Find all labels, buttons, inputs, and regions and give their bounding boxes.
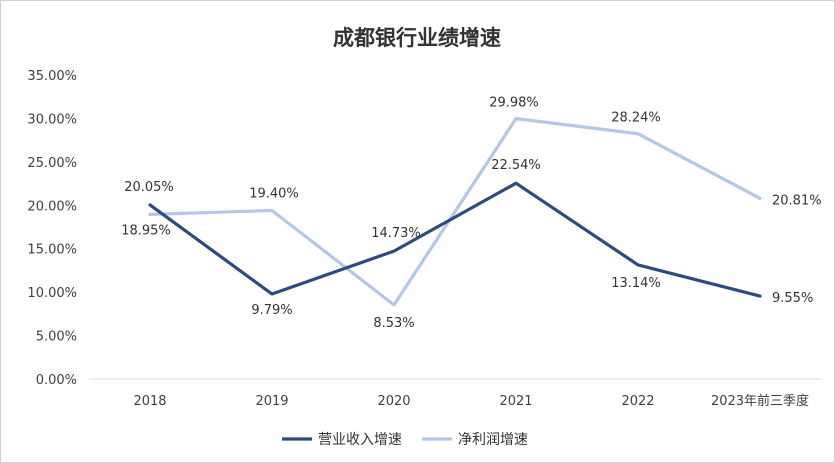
chart-title: 成都银行业绩增速 — [333, 26, 501, 50]
data-label: 8.53% — [373, 316, 414, 331]
data-label: 20.81% — [772, 193, 822, 208]
data-label: 20.05% — [124, 180, 174, 195]
y-tick-label: 20.00% — [27, 199, 77, 214]
series-line-0 — [148, 181, 762, 298]
y-tick-label: 15.00% — [27, 243, 77, 258]
y-tick-label: 5.00% — [36, 330, 77, 345]
series-lines — [148, 116, 762, 307]
x-tick-label: 2019 — [255, 394, 288, 409]
data-label: 14.73% — [371, 226, 421, 241]
x-tick-label: 2018 — [133, 394, 166, 409]
data-label: 18.95% — [121, 223, 171, 238]
data-label: 29.98% — [489, 96, 539, 111]
y-tick-label: 0.00% — [36, 373, 77, 388]
y-tick-label: 35.00% — [27, 69, 77, 84]
y-tick-label: 25.00% — [27, 156, 77, 171]
legend: 营业收入增速 净利润增速 — [282, 432, 528, 448]
y-tick-label: 30.00% — [27, 112, 77, 127]
data-label: 22.54% — [491, 158, 541, 173]
y-tick-label: 10.00% — [27, 286, 77, 301]
legend-label: 净利润增速 — [458, 432, 528, 448]
data-label: 9.55% — [772, 291, 813, 306]
data-label: 9.79% — [251, 303, 292, 318]
x-axis: 2018 2019 2020 2021 2022 2023年前三季度 — [133, 393, 809, 409]
data-label: 19.40% — [249, 186, 299, 201]
data-label: 13.14% — [611, 276, 661, 291]
x-tick-label: 2023年前三季度 — [711, 393, 809, 409]
x-tick-label: 2022 — [621, 394, 654, 409]
data-labels: 20.05% 9.79% 14.73% 22.54% 13.14% 9.55% 18.95%… — [121, 96, 821, 331]
legend-label: 营业收入增速 — [318, 432, 402, 448]
data-label: 28.24% — [611, 111, 661, 126]
x-tick-label: 2020 — [377, 394, 410, 409]
x-tick-label: 2021 — [499, 394, 532, 409]
series-line-1 — [148, 116, 762, 307]
y-axis: 0.00% 5.00% 10.00% 15.00% 20.00% 25.00% 30.00%… — [27, 69, 77, 388]
